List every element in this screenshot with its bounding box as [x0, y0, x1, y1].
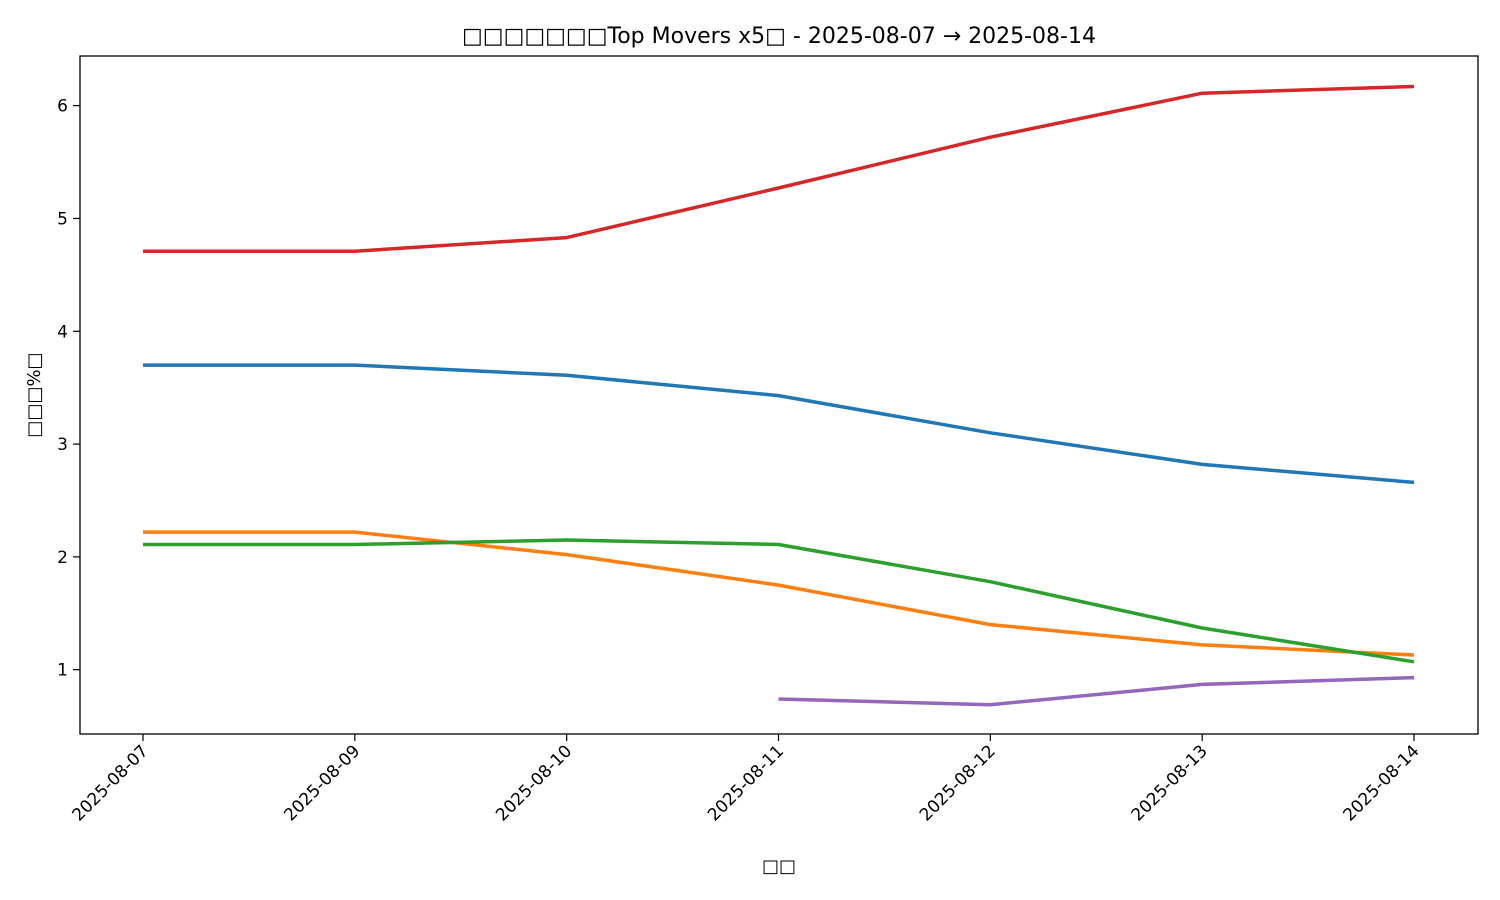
series-line-1: [143, 363, 1415, 485]
y-axis-label: □□□%□: [24, 352, 45, 437]
series-line-4: [143, 84, 1415, 253]
chart-title: □□□□□□□Top Movers x5□ - 2025-08-07 → 202…: [462, 24, 1096, 49]
series-line-5: [778, 675, 1415, 707]
y-tick-label: 2: [57, 548, 68, 568]
series-line-2: [143, 530, 1415, 657]
y-tick-label: 5: [57, 209, 68, 229]
series-line-3: [143, 538, 1415, 664]
series-layer: [143, 84, 1415, 707]
x-axis-label: □□: [762, 856, 796, 877]
y-tick-label: 6: [57, 97, 68, 117]
y-tick-label: 4: [57, 322, 68, 342]
y-tick-label: 3: [57, 435, 68, 455]
y-axis: 1 2 3 4 5 6: [57, 97, 80, 681]
y-tick-label: 1: [57, 661, 68, 681]
